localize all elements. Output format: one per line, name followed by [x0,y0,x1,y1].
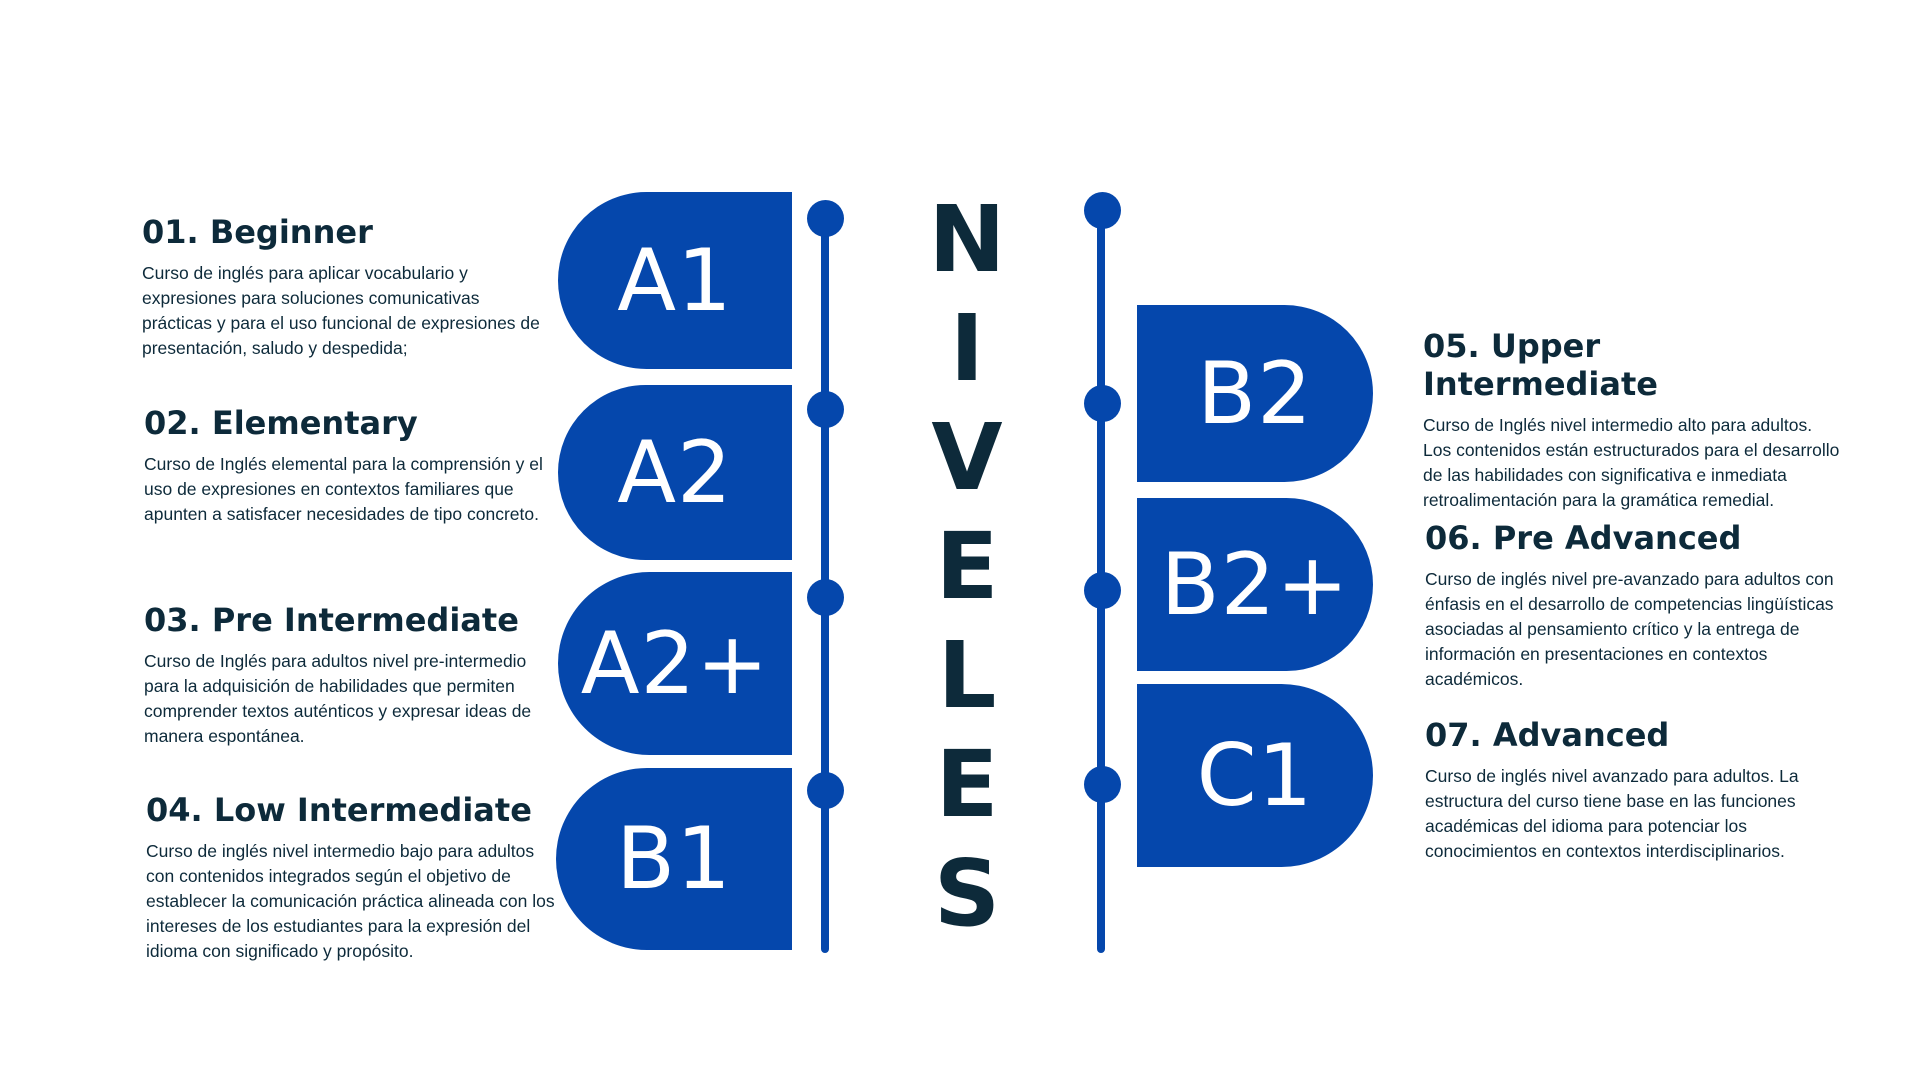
timeline-dot [1084,766,1121,803]
level-tab-a1: A1 [558,192,792,369]
level-tab-a2: A2 [558,385,792,560]
course-description: Curso de Inglés elemental para la compre… [144,454,543,524]
level-tab-b2: B2 [1137,305,1373,482]
timeline-dot [807,391,844,428]
course-description: Curso de Inglés para adultos nivel pre-i… [144,651,532,746]
title-letter: L [937,622,997,729]
course-heading: 02. Elementary [144,404,418,442]
title-letter: E [935,513,999,620]
course-heading: 07. Advanced [1425,716,1670,754]
title-letter: I [949,295,985,402]
title-letter: V [931,404,1003,511]
course-block-pre-advanced: 06. Pre Advanced Curso de inglés nivel p… [1425,519,1835,692]
course-block-elementary: 02. Elementary Curso de Inglés elemental… [144,404,554,527]
level-tab-c1: C1 [1137,684,1373,867]
timeline-dot [1084,192,1121,229]
level-tab-a2-plus: A2+ [558,572,792,755]
timeline-dot [807,772,844,809]
timeline-dot [1084,385,1121,422]
course-block-advanced: 07. Advanced Curso de inglés nivel avanz… [1425,716,1835,864]
course-description: Curso de inglés nivel pre-avanzado para … [1425,569,1834,689]
course-description: Curso de inglés para aplicar vocabulario… [142,263,540,358]
course-heading: 01. Beginner [142,213,373,251]
course-description: Curso de inglés nivel avanzado para adul… [1425,766,1799,861]
course-block-low-intermediate: 04. Low Intermediate Curso de inglés niv… [146,791,556,964]
course-heading: 04. Low Intermediate [146,791,532,829]
course-heading: 05. Upper Intermediate [1423,327,1658,403]
course-heading: 03. Pre Intermediate [144,601,519,639]
course-block-beginner: 01. Beginner Curso de inglés para aplica… [142,213,552,361]
timeline-dot [807,579,844,616]
timeline-dot [1084,572,1121,609]
course-description: Curso de Inglés nivel intermedio alto pa… [1423,415,1840,510]
level-tab-b2-plus: B2+ [1137,498,1373,671]
title-letter: E [935,731,999,838]
course-heading: 06. Pre Advanced [1425,519,1742,557]
course-block-pre-intermediate: 03. Pre Intermediate Curso de Inglés par… [144,601,554,749]
title-letter: S [933,840,1001,947]
course-block-upper-intermediate: 05. Upper Intermediate Curso de Inglés n… [1423,327,1843,513]
timeline-dot [807,200,844,237]
title-letter: N [928,186,1006,293]
course-description: Curso de inglés nivel intermedio bajo pa… [146,841,555,961]
level-tab-b1: B1 [556,768,792,950]
